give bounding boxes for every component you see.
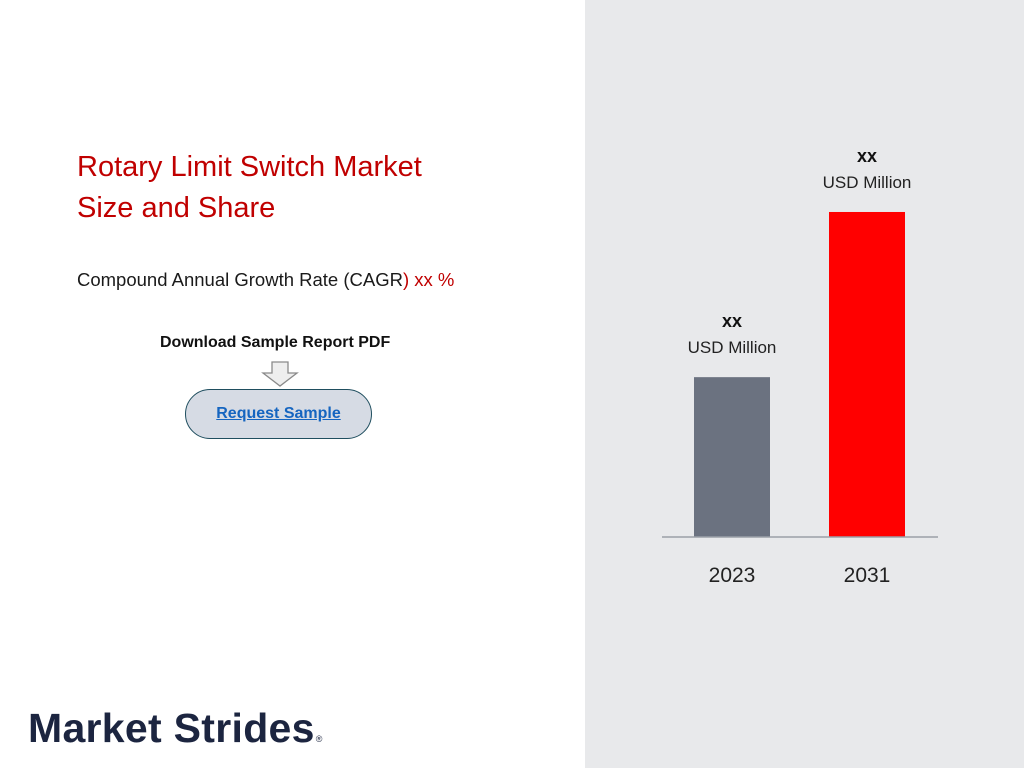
cagr-prefix: Compound Annual Growth Rate (CAGR — [77, 269, 403, 290]
download-label: Download Sample Report PDF — [160, 334, 391, 351]
title-line-1: Rotary Limit Switch Market — [77, 151, 422, 183]
registered-mark: ® — [315, 734, 323, 744]
bar-unit-label-2031: USD Million — [823, 173, 912, 192]
bar-unit-label-2023: USD Million — [688, 338, 777, 357]
request-sample-link[interactable]: Request Sample — [216, 405, 341, 422]
market-strides-logo: Market Strides® — [28, 705, 323, 752]
left-panel — [0, 0, 585, 768]
market-size-chart: xx USD Million 2023 xx USD Million 2031 — [662, 146, 938, 587]
x-tick-label-2023: 2023 — [709, 564, 756, 587]
bar-value-label-2031: xx — [857, 146, 877, 166]
down-arrow-icon — [261, 361, 299, 387]
logo-text: Market Strides — [28, 705, 315, 751]
bar-2023 — [694, 377, 770, 537]
bar-value-label-2023: xx — [722, 311, 742, 331]
bar-2031 — [829, 211, 905, 537]
request-sample-button[interactable]: Request Sample — [185, 389, 372, 439]
chart-panel — [585, 0, 1024, 768]
x-tick-label-2031: 2031 — [844, 564, 891, 587]
title-line-2: Size and Share — [77, 192, 276, 224]
cagr-value: ) xx % — [402, 269, 455, 290]
cagr-text: Compound Annual Growth Rate (CAGR) xx % — [77, 269, 454, 291]
page-title: Rotary Limit Switch Market Size and Shar… — [77, 147, 537, 229]
